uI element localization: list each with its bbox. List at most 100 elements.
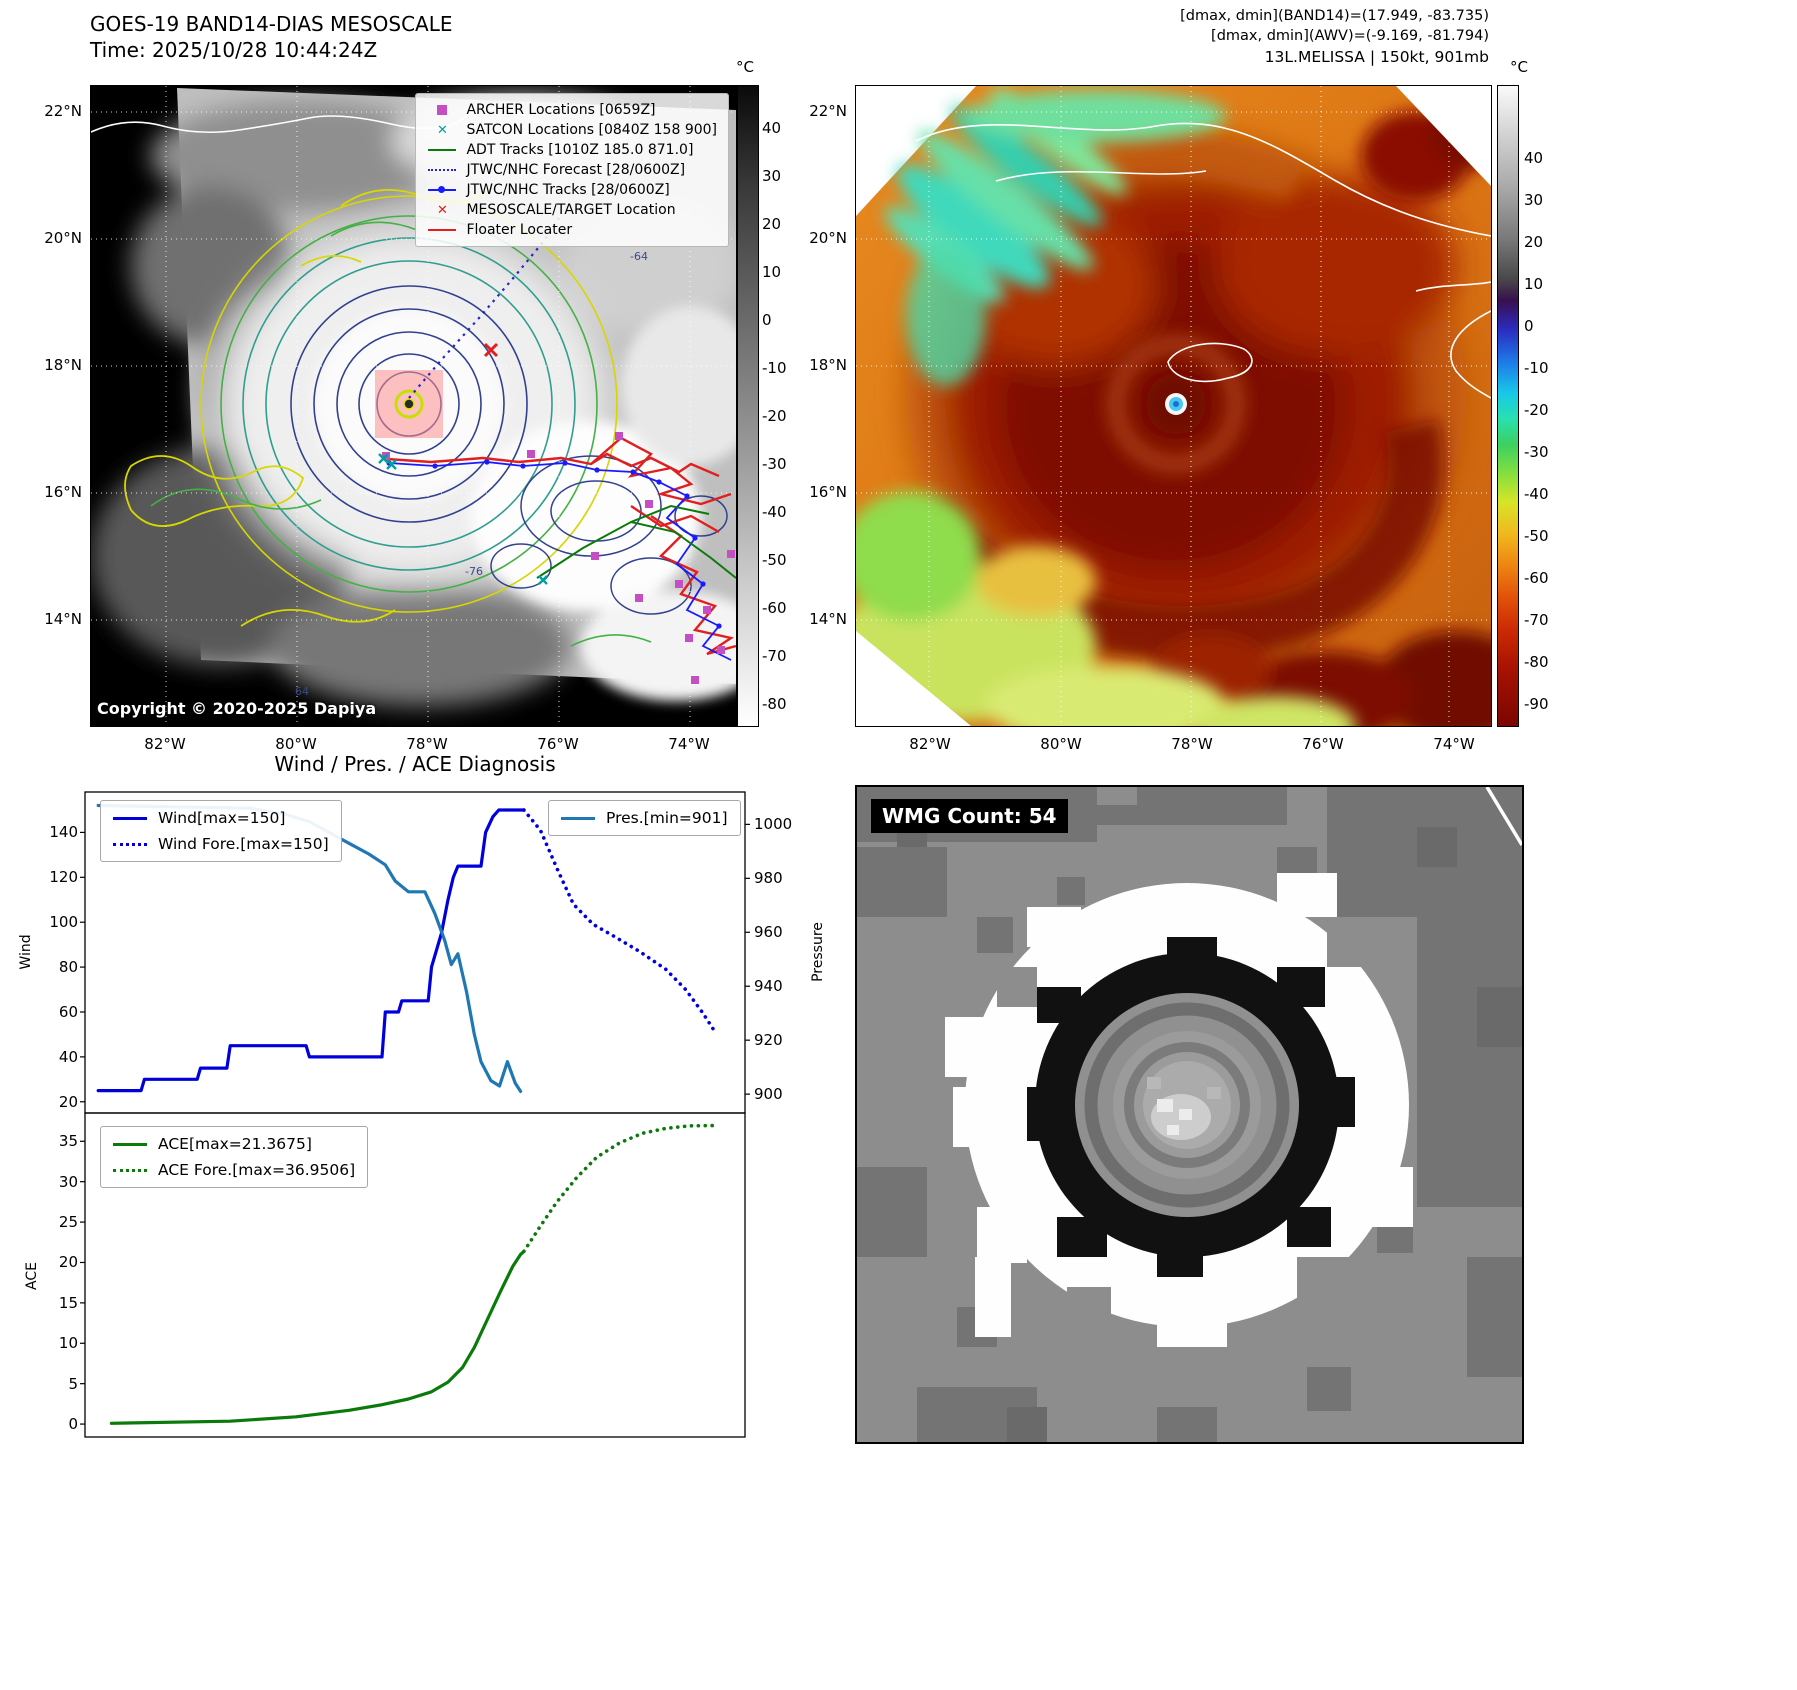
wind-legend: Wind[max=150] Wind Fore.[max=150] — [100, 800, 342, 862]
chart-legend-row: ACE[max=21.3675] — [113, 1135, 355, 1153]
square-marker-icon — [427, 103, 457, 117]
map-legend-label: SATCON Locations [0840Z 158 900] — [466, 122, 717, 138]
wind-ytick: 60 — [58, 1002, 78, 1021]
awv-lat-tick: 22°N — [809, 102, 847, 120]
awv-colorbar-tick: -50 — [1524, 527, 1549, 545]
cold-cirrus-streaks — [884, 87, 1226, 386]
awv-colorbar-tick: -40 — [1524, 485, 1549, 503]
map-legend-label: JTWC/NHC Forecast [28/0600Z] — [466, 162, 686, 178]
wmg-count-label: WMG Count: 54 — [871, 799, 1068, 833]
swath-corner — [1396, 86, 1491, 186]
awv-colorbar-tick: 40 — [1524, 149, 1544, 167]
map-legend-item: ✕ SATCON Locations [0840Z 158 900] — [427, 122, 717, 138]
band14-lat-tick: 22°N — [44, 102, 82, 120]
track-dot — [438, 186, 446, 193]
awv-colorbar-tick: -60 — [1524, 569, 1549, 587]
map-legend-item: JTWC/NHC Tracks [28/0600Z] — [427, 182, 717, 198]
pressure-ytick: 920 — [754, 1031, 783, 1050]
band14-lat-tick: 18°N — [44, 356, 82, 374]
white-ring-jags — [945, 873, 1413, 1347]
awv-lon-tick: 80°W — [1040, 735, 1082, 753]
series-ACE[max=21.3675] — [109, 1249, 526, 1425]
map-legend-item: ARCHER Locations [0659Z] — [427, 102, 717, 118]
awv-colorbar-tick: -70 — [1524, 611, 1549, 629]
awv-lat-tick: 18°N — [809, 356, 847, 374]
ace-ytick: 10 — [58, 1334, 78, 1353]
band14-lon-tick: 76°W — [537, 735, 579, 753]
series-line-icon — [561, 816, 595, 820]
series-line-icon — [113, 1142, 147, 1146]
diagnosis-title: Wind / Pres. / ACE Diagnosis — [274, 752, 556, 776]
satcon-location-markers — [378, 453, 548, 585]
band14-colorbar-tick: -50 — [762, 551, 787, 569]
wind-ytick: 40 — [58, 1047, 78, 1066]
hurricane-eye — [1165, 393, 1187, 415]
awv-colorbar-tick: 20 — [1524, 233, 1544, 251]
series-label: Pres.[min=901] — [606, 809, 728, 827]
coastlines — [915, 122, 1491, 399]
awv-header-line3: 13L.MELISSA | 150kt, 901mb — [1264, 48, 1489, 66]
ace-ytick: 5 — [68, 1374, 78, 1393]
series-label: ACE[max=21.3675] — [158, 1135, 312, 1153]
ace-ytick: 15 — [58, 1293, 78, 1312]
band14-lon-tick: 82°W — [144, 735, 186, 753]
band14-colorbar-tick: -20 — [762, 407, 787, 425]
band14-colorbar-tick: 20 — [762, 215, 782, 233]
ace-ytick: 0 — [68, 1415, 78, 1434]
map-legend-label: Floater Locater — [466, 222, 573, 238]
ace-ytick: 20 — [58, 1253, 78, 1272]
series-Wind Fore.[max=150] — [522, 808, 718, 1034]
chart-legend-row: ACE Fore.[max=36.9506] — [113, 1161, 355, 1179]
awv-lat-tick: 14°N — [809, 610, 847, 628]
series-line-icon — [113, 816, 147, 820]
band14-lat-tick: 16°N — [44, 483, 82, 501]
chart-legend-row: Wind Fore.[max=150] — [113, 835, 329, 853]
awv-header-line2: [dmax, dmin](AWV)=(-9.169, -81.794) — [1211, 28, 1489, 44]
map-legend-item: ✕ MESOSCALE/TARGET Location — [427, 202, 717, 218]
awv-colorbar-tick: -80 — [1524, 653, 1549, 671]
awv-colorbar — [1497, 85, 1519, 727]
wind-ytick: 20 — [58, 1092, 78, 1111]
pressure-ytick: 900 — [754, 1085, 783, 1104]
series-ACE Fore.[max=36.9506] — [522, 1123, 718, 1254]
gray-bites — [997, 927, 1387, 1327]
map-legend-label: MESOSCALE/TARGET Location — [466, 202, 676, 218]
black-ring-jags — [1027, 937, 1355, 1277]
ace-ytick: 25 — [58, 1213, 78, 1232]
awv-lon-tick: 74°W — [1433, 735, 1475, 753]
band14-colorbar-tick: -60 — [762, 599, 787, 617]
awv-lat-tick: 20°N — [809, 229, 847, 247]
wmg-panel: WMG Count: 54 — [855, 785, 1524, 1444]
pressure-axis-label: Pressure — [810, 922, 826, 982]
storm-center-dot — [403, 398, 415, 410]
band14-colorbar-tick: -10 — [762, 359, 787, 377]
series-label: Wind[max=150] — [158, 809, 286, 827]
band14-colorbar-tick: 40 — [762, 119, 782, 137]
contour-value-label: -76 — [465, 565, 483, 578]
band14-colorbar-tick: -80 — [762, 695, 787, 713]
contour-value-label: -64 — [630, 250, 648, 263]
awv-lon-tick: 82°W — [909, 735, 951, 753]
series-line-icon — [113, 842, 147, 846]
band14-lat-tick: 20°N — [44, 229, 82, 247]
series-label: Wind Fore.[max=150] — [158, 835, 329, 853]
awv-colorbar-tick: 0 — [1524, 317, 1534, 335]
wind-ytick: 120 — [49, 868, 78, 887]
series-line-icon — [113, 1168, 147, 1172]
map-legend-item: JTWC/NHC Forecast [28/0600Z] — [427, 162, 717, 178]
band14-lon-tick: 80°W — [275, 735, 317, 753]
wmg-pixel-image — [857, 787, 1522, 1442]
wind-ytick: 100 — [49, 913, 78, 932]
chart-legend-row: Pres.[min=901] — [561, 809, 728, 827]
map-legend-label: ARCHER Locations [0659Z] — [466, 102, 656, 118]
wind-axis-label: Wind — [18, 934, 34, 970]
pressure-legend: Pres.[min=901] — [548, 800, 741, 836]
map-legend-item: Floater Locater — [427, 222, 717, 238]
pressure-ytick: 980 — [754, 869, 783, 888]
band14-colorbar-tick: 30 — [762, 167, 782, 185]
map-legend-item: ADT Tracks [1010Z 185.0 871.0] — [427, 142, 717, 158]
wind-ytick: 140 — [49, 823, 78, 842]
contour-value-label: 64 — [295, 685, 309, 698]
dark-noise-patches — [897, 817, 1522, 1442]
awv-lon-tick: 78°W — [1171, 735, 1213, 753]
